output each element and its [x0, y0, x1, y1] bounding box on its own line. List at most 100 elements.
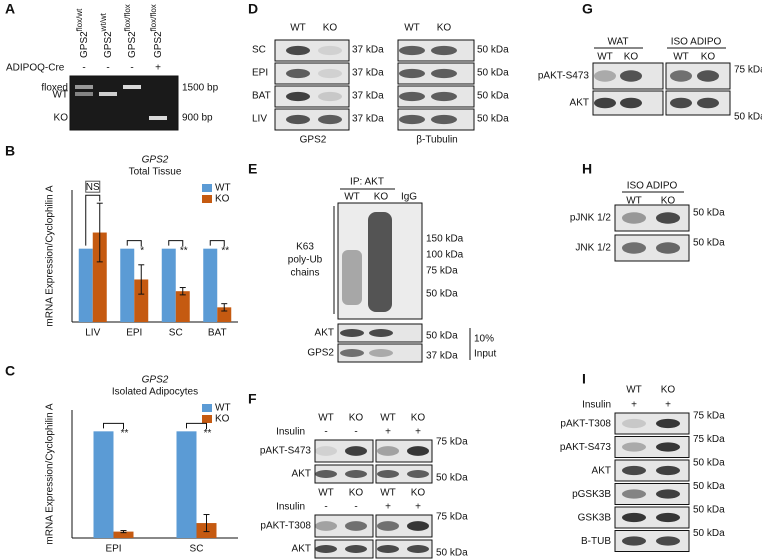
x-tick-label: EPI — [126, 328, 142, 339]
lane-label: KO — [349, 488, 364, 499]
chart-subtitle: Isolated Adipocytes — [112, 387, 198, 398]
row-label: AKT — [592, 466, 611, 477]
blot-band — [431, 114, 457, 125]
blot-frame — [274, 108, 350, 131]
row-label: AKT — [292, 469, 311, 480]
band-label: floxed — [41, 83, 68, 94]
blot-band — [286, 68, 310, 79]
marker: 75 kDa — [436, 512, 468, 523]
lane-name: GPS2 — [127, 31, 138, 58]
blot-band — [377, 446, 399, 456]
blot-band — [315, 446, 337, 456]
group-label: IP: AKT — [350, 177, 384, 188]
blot — [665, 90, 731, 116]
marker: 50 kDa — [693, 208, 725, 219]
blot — [665, 62, 731, 90]
bar — [113, 531, 134, 538]
blot-frame — [614, 436, 690, 458]
blot — [314, 464, 374, 484]
blot-band — [377, 545, 399, 553]
row-label: AKT — [315, 328, 334, 339]
insulin-sign: - — [354, 427, 357, 438]
x-tick-label: SC — [190, 544, 204, 555]
blot-band — [377, 521, 399, 531]
marker: 75 kDa — [693, 411, 725, 422]
panel-letter: G — [582, 1, 593, 17]
marker: 75 kDa — [426, 266, 458, 277]
blot-frame — [314, 514, 374, 538]
blot — [397, 39, 475, 62]
marker: 1500 bp — [182, 83, 219, 94]
blot-band — [340, 329, 364, 337]
insulin-sign: - — [324, 427, 327, 438]
row-label: GPS2 — [307, 348, 334, 359]
legend-swatch — [202, 184, 212, 192]
blot-frame — [337, 343, 423, 363]
gel — [69, 75, 179, 131]
blot-band — [431, 68, 457, 79]
marker: 50 kDa — [477, 114, 509, 125]
x-tick-label: SC — [169, 328, 183, 339]
blot-frame — [614, 483, 690, 505]
lane-genotype: flox/wt — [75, 8, 84, 31]
row-label: EPI — [252, 68, 268, 79]
blot — [375, 514, 433, 538]
blot-band — [377, 470, 399, 478]
blot-band — [622, 242, 646, 254]
marker: 50 kDa — [426, 289, 458, 300]
blot — [314, 514, 374, 538]
legend-label: KO — [215, 194, 230, 205]
blot-band — [345, 521, 367, 531]
row-label: pAKT-S473 — [538, 71, 590, 82]
blot-band — [369, 329, 393, 337]
cre-sign: - — [106, 63, 109, 74]
blot-frame — [375, 439, 433, 463]
blot — [337, 323, 423, 343]
blot-frame — [274, 85, 350, 108]
lane-label: WT — [404, 23, 420, 34]
blot — [274, 85, 350, 108]
bar — [92, 232, 107, 322]
insulin-sign: - — [324, 502, 327, 513]
gel-band — [99, 92, 117, 96]
lane-label: WT — [626, 385, 642, 396]
blot — [614, 483, 690, 505]
bar — [203, 248, 218, 322]
blot-band — [622, 418, 646, 429]
blot-band — [369, 349, 393, 357]
gel-band — [75, 92, 93, 96]
blot-band — [340, 349, 364, 357]
lane-genotype: flox/flox — [149, 4, 158, 31]
blot — [614, 234, 690, 262]
lane-name: GPS2 — [103, 31, 114, 58]
blot-band — [622, 465, 646, 476]
bar — [78, 248, 93, 322]
row-label: pAKT-S473 — [260, 446, 312, 457]
marker: 50 kDa — [436, 473, 468, 484]
blot — [397, 62, 475, 85]
marker: 50 kDa — [693, 458, 725, 469]
blot — [614, 436, 690, 458]
blot-band — [622, 512, 646, 523]
blot — [375, 439, 433, 463]
smear — [342, 250, 362, 305]
lane-label: GPS2flox/flox — [149, 4, 164, 58]
blot-band — [345, 446, 367, 456]
smear — [368, 212, 392, 312]
blot — [314, 439, 374, 463]
input-label: Input — [474, 349, 496, 360]
error-bar — [179, 287, 186, 296]
caption: β-Tubulin — [416, 135, 458, 146]
blot — [274, 39, 350, 62]
panel-letter: B — [5, 143, 15, 159]
blot-label: chains — [291, 268, 320, 279]
bar — [175, 291, 190, 322]
blot-band — [697, 97, 719, 109]
blot-band — [315, 545, 337, 553]
y-axis-label: mRNA Expression/Cyclophilin A — [45, 403, 56, 544]
blot-band — [431, 45, 457, 56]
lane-label: GPS2flox/wt — [75, 8, 90, 58]
lane-label: KO — [374, 192, 389, 203]
blot-frame — [614, 530, 690, 552]
marker: 50 kDa — [477, 91, 509, 102]
